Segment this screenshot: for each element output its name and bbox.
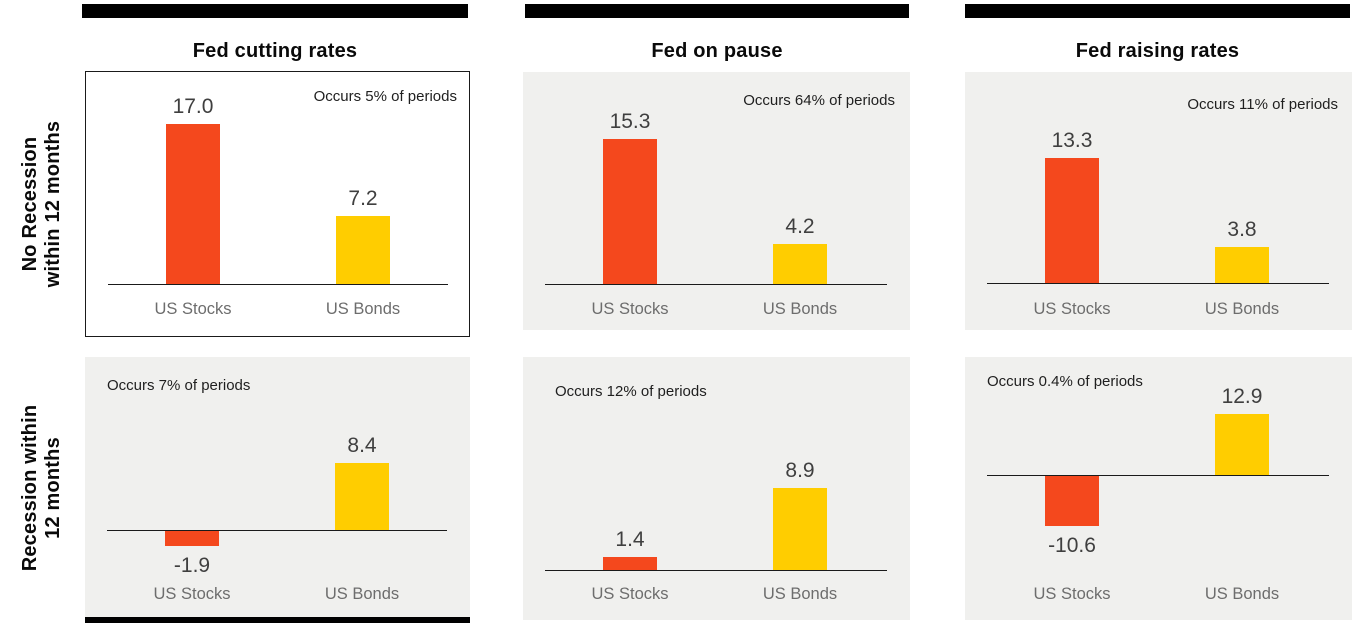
stocks-category-label: US Stocks bbox=[1033, 300, 1111, 318]
stocks-category-label: US Stocks bbox=[1033, 585, 1111, 603]
occurs-label: Occurs 64% of periods bbox=[743, 92, 895, 109]
header-bar-col3 bbox=[965, 4, 1350, 18]
occurs-label: Occurs 0.4% of periods bbox=[987, 373, 1143, 390]
stocks-category-label: US Stocks bbox=[591, 585, 669, 603]
header-bar-col2 bbox=[525, 4, 909, 18]
occurs-label: Occurs 11% of periods bbox=[1187, 96, 1338, 113]
stocks-value-label: 1.4 bbox=[615, 528, 645, 551]
stocks-bar bbox=[1045, 476, 1099, 526]
bonds-bar bbox=[773, 488, 827, 570]
row-label-recession-text: Recession within 12 months bbox=[19, 404, 64, 572]
stocks-category-label: US Stocks bbox=[154, 300, 232, 318]
bonds-category-label: US Bonds bbox=[762, 585, 838, 603]
column-title-fed-cutting: Fed cutting rates bbox=[192, 39, 358, 62]
bonds-bar bbox=[336, 216, 390, 284]
x-axis-line bbox=[987, 475, 1329, 476]
bonds-category-label: US Bonds bbox=[325, 300, 401, 318]
bonds-value-label: 8.4 bbox=[347, 434, 377, 457]
bonds-bar bbox=[1215, 414, 1269, 475]
bonds-bar bbox=[1215, 247, 1269, 283]
stocks-value-label: -10.6 bbox=[1048, 534, 1096, 557]
x-axis-line bbox=[107, 530, 447, 531]
bonds-value-label: 4.2 bbox=[785, 215, 815, 238]
bonds-bar bbox=[335, 463, 389, 530]
header-bar-col1 bbox=[82, 4, 468, 18]
chart-panel-recession-raising: Occurs 0.4% of periods -10.6 12.9 US Sto… bbox=[965, 357, 1352, 620]
stocks-value-label: 17.0 bbox=[172, 95, 214, 118]
chart-panel-recession-cutting: Occurs 7% of periods -1.9 8.4 US Stocks … bbox=[85, 357, 470, 620]
bonds-bar bbox=[773, 244, 827, 284]
stocks-value-label: 13.3 bbox=[1051, 129, 1093, 152]
row-label-recession: Recession within 12 months bbox=[10, 343, 74, 623]
chart-panel-no-recession-cutting: Occurs 5% of periods 17.0 7.2 US Stocks … bbox=[85, 71, 470, 337]
x-axis-line bbox=[108, 284, 448, 285]
occurs-label: Occurs 5% of periods bbox=[313, 88, 457, 105]
bonds-category-label: US Bonds bbox=[324, 585, 400, 603]
x-axis-line bbox=[545, 570, 887, 571]
occurs-label: Occurs 12% of periods bbox=[555, 383, 707, 400]
column-title-fed-raising: Fed raising rates bbox=[1075, 39, 1240, 62]
chart-panel-no-recession-pause: Occurs 64% of periods 15.3 4.2 US Stocks… bbox=[523, 72, 910, 330]
occurs-label: Occurs 7% of periods bbox=[107, 377, 251, 394]
stocks-category-label: US Stocks bbox=[153, 585, 231, 603]
bonds-value-label: 3.8 bbox=[1227, 218, 1257, 241]
bonds-category-label: US Bonds bbox=[762, 300, 838, 318]
bonds-value-label: 12.9 bbox=[1221, 385, 1263, 408]
stocks-bar bbox=[165, 531, 219, 546]
chart-panel-no-recession-raising: Occurs 11% of periods 13.3 3.8 US Stocks… bbox=[965, 72, 1352, 330]
x-axis-line bbox=[545, 284, 887, 285]
bonds-category-label: US Bonds bbox=[1204, 585, 1280, 603]
stocks-value-label: 15.3 bbox=[609, 110, 651, 133]
stocks-value-label: -1.9 bbox=[173, 554, 211, 577]
stocks-bar bbox=[1045, 158, 1099, 283]
x-axis-line bbox=[987, 283, 1329, 284]
bonds-value-label: 8.9 bbox=[785, 459, 815, 482]
bonds-category-label: US Bonds bbox=[1204, 300, 1280, 318]
stocks-category-label: US Stocks bbox=[591, 300, 669, 318]
bonds-value-label: 7.2 bbox=[348, 187, 378, 210]
chart-panel-recession-pause: Occurs 12% of periods 1.4 8.9 US Stocks … bbox=[523, 357, 910, 620]
row-label-no-recession-text: No Recession within 12 months bbox=[19, 120, 64, 288]
stocks-bar bbox=[166, 124, 220, 284]
stocks-bar bbox=[603, 139, 657, 284]
column-title-fed-pause: Fed on pause bbox=[651, 39, 783, 62]
stocks-bar bbox=[603, 557, 657, 570]
row-label-no-recession: No Recession within 12 months bbox=[10, 59, 74, 349]
footer-bar bbox=[85, 617, 470, 623]
